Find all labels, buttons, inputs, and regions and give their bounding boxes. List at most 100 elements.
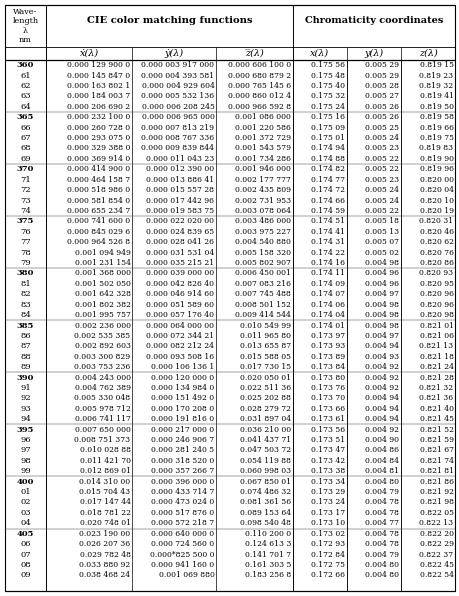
Text: 0.819 50: 0.819 50 (419, 103, 453, 111)
Text: 0.074 486 32: 0.074 486 32 (240, 488, 291, 496)
Text: 0.172 66: 0.172 66 (311, 572, 345, 579)
Text: 0.004 94: 0.004 94 (364, 395, 398, 402)
Text: 0.005 22: 0.005 22 (364, 155, 398, 163)
Text: 0.000 064 000 00: 0.000 064 000 00 (146, 321, 214, 330)
Text: 0.174 41: 0.174 41 (311, 228, 345, 236)
Text: 0.000*825 500 0: 0.000*825 500 0 (150, 551, 214, 558)
Text: 0.820 46: 0.820 46 (419, 228, 453, 236)
Text: 0.004 98: 0.004 98 (364, 321, 398, 330)
Text: 0.183 256 8: 0.183 256 8 (245, 572, 291, 579)
Text: 0.172 93: 0.172 93 (311, 540, 345, 548)
Text: 360: 360 (17, 61, 34, 69)
Text: 0.008 501 152: 0.008 501 152 (235, 300, 291, 309)
Text: 0.000 129 900 0: 0.000 129 900 0 (67, 61, 130, 69)
Text: 63: 63 (20, 92, 31, 101)
Text: 0.173 93: 0.173 93 (310, 342, 345, 350)
Text: 0.002 731 953: 0.002 731 953 (235, 197, 291, 204)
Text: 68: 68 (20, 144, 31, 153)
Text: 0.173 84: 0.173 84 (311, 363, 345, 371)
Text: 0.007 650 000: 0.007 650 000 (74, 426, 130, 434)
Text: 0.174 22: 0.174 22 (311, 249, 345, 257)
Text: 0.174 88: 0.174 88 (311, 155, 345, 163)
Text: 0.031 897 04: 0.031 897 04 (240, 415, 291, 423)
Text: 78: 78 (20, 249, 31, 257)
Text: 0.174 11: 0.174 11 (311, 269, 345, 278)
Text: 0.009 414 544: 0.009 414 544 (235, 311, 291, 319)
Text: 0.002 236 000: 0.002 236 000 (74, 321, 130, 330)
Text: 0.821 45: 0.821 45 (419, 415, 453, 423)
Text: 98: 98 (20, 457, 31, 465)
Text: 380: 380 (17, 269, 34, 278)
Text: 0.000 145 847 0: 0.000 145 847 0 (67, 72, 130, 80)
Text: 0.005 22: 0.005 22 (364, 207, 398, 215)
Text: 61: 61 (20, 72, 31, 80)
Text: 0.820 93: 0.820 93 (419, 269, 453, 278)
Text: x(λ): x(λ) (310, 49, 329, 58)
Text: 92: 92 (20, 395, 31, 402)
Text: 0.005 23: 0.005 23 (364, 176, 398, 184)
Text: 370: 370 (17, 165, 34, 173)
Text: 0.038 468 24: 0.038 468 24 (79, 572, 130, 579)
Text: 0.000 004 929 604: 0.000 004 929 604 (141, 82, 214, 90)
Text: 0.004 79: 0.004 79 (364, 488, 398, 496)
Text: 0.000 151 492 0: 0.000 151 492 0 (151, 395, 214, 402)
Text: 86: 86 (20, 332, 31, 340)
Text: 0.174 16: 0.174 16 (311, 259, 345, 267)
Text: 0.820 96: 0.820 96 (419, 290, 453, 298)
Text: CIE color matching functions: CIE color matching functions (86, 17, 252, 26)
Text: 99: 99 (20, 467, 31, 475)
Text: 0.004 78: 0.004 78 (364, 530, 398, 538)
Text: 0.000 845 029 6: 0.000 845 029 6 (67, 228, 130, 236)
Text: 0.026 207 36: 0.026 207 36 (79, 540, 130, 548)
Text: 96: 96 (20, 436, 31, 444)
Text: 0.175 24: 0.175 24 (311, 103, 345, 111)
Text: 0.004 78: 0.004 78 (364, 509, 398, 517)
Text: 0.819 15: 0.819 15 (419, 61, 453, 69)
Text: 0.005 13: 0.005 13 (364, 228, 398, 236)
Text: 0.000 134 984 0: 0.000 134 984 0 (151, 384, 214, 392)
Text: 71: 71 (20, 176, 31, 184)
Text: 0.005 29: 0.005 29 (364, 61, 398, 69)
Text: 0.001 642 328: 0.001 642 328 (74, 290, 130, 298)
Text: 0.819 58: 0.819 58 (419, 113, 453, 121)
Text: 0.006 450 001: 0.006 450 001 (235, 269, 291, 278)
Text: 0.821 06: 0.821 06 (419, 332, 453, 340)
Text: 0.822 45: 0.822 45 (419, 561, 453, 569)
Text: 375: 375 (17, 218, 34, 225)
Text: 0.006 741 117: 0.006 741 117 (74, 415, 130, 423)
Text: 0.002 535 385: 0.002 535 385 (74, 332, 130, 340)
Text: 0.015 704 43: 0.015 704 43 (79, 488, 130, 496)
Text: 0.173 17: 0.173 17 (311, 509, 345, 517)
Text: 0.000 860 012 4: 0.000 860 012 4 (228, 92, 291, 101)
Text: 0.001 995 757: 0.001 995 757 (74, 311, 130, 319)
Text: 365: 365 (17, 113, 34, 121)
Text: y(λ): y(λ) (364, 49, 383, 58)
Text: 395: 395 (17, 426, 34, 434)
Text: 0.001 543 579: 0.001 543 579 (235, 144, 291, 153)
Text: 72: 72 (20, 186, 31, 194)
Text: 0.173 80: 0.173 80 (311, 374, 345, 381)
Text: 0.002 892 603: 0.002 892 603 (74, 342, 130, 350)
Text: 0.173 76: 0.173 76 (311, 384, 345, 392)
Text: 0.012 869 01: 0.012 869 01 (79, 467, 130, 475)
Text: 0.004 762 389: 0.004 762 389 (74, 384, 130, 392)
Text: 0.000 433 714 7: 0.000 433 714 7 (151, 488, 214, 496)
Text: 0.000 006 208 245: 0.000 006 208 245 (141, 103, 214, 111)
Text: 62: 62 (20, 82, 31, 90)
Text: 0.004 98: 0.004 98 (364, 259, 398, 267)
Text: 0.004 97: 0.004 97 (364, 290, 398, 298)
Text: 0.000 013 886 41: 0.000 013 886 41 (146, 176, 214, 184)
Text: 0.819 32: 0.819 32 (419, 82, 453, 90)
Text: 0.000 517 876 0: 0.000 517 876 0 (151, 509, 214, 517)
Text: 0.004 80: 0.004 80 (364, 561, 398, 569)
Text: 0.173 02: 0.173 02 (311, 530, 345, 538)
Text: 0.822 20: 0.822 20 (419, 530, 453, 538)
Text: 0.000 414 900 0: 0.000 414 900 0 (67, 165, 130, 173)
Text: 0.822 37: 0.822 37 (419, 551, 453, 558)
Text: 0.000 170 208 0: 0.000 170 208 0 (151, 405, 214, 413)
Text: 0.820 62: 0.820 62 (419, 238, 453, 246)
Text: 0.173 34: 0.173 34 (310, 477, 345, 486)
Text: 0.174 66: 0.174 66 (311, 197, 345, 204)
Text: 0.000 015 557 28: 0.000 015 557 28 (146, 186, 214, 194)
Text: 89: 89 (20, 363, 31, 371)
